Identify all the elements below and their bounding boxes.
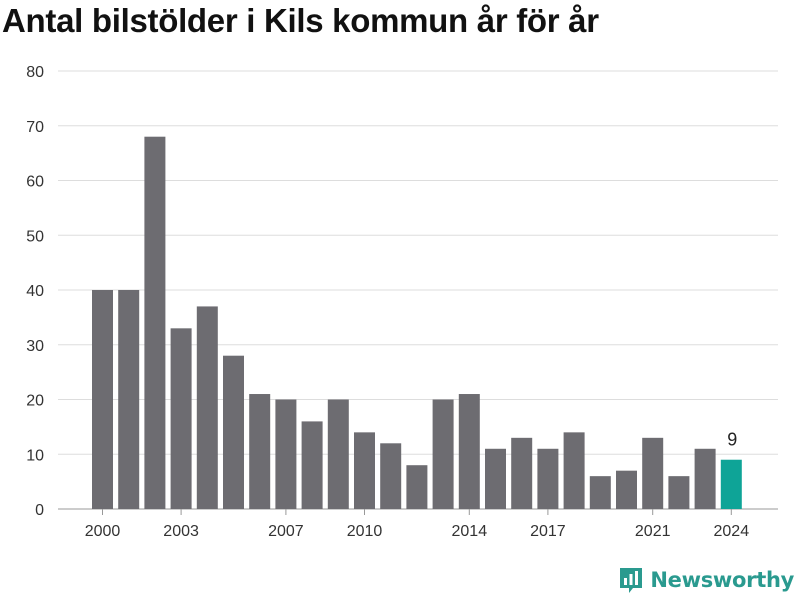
y-tick-label: 30 bbox=[26, 338, 44, 355]
y-axis-ticks: 0 10 20 30 40 50 60 70 80 bbox=[26, 64, 44, 519]
y-tick-label: 70 bbox=[26, 119, 44, 136]
bar-2023 bbox=[694, 448, 716, 509]
bar-2002 bbox=[144, 136, 166, 509]
bar-2021 bbox=[642, 437, 664, 509]
y-tick-label: 60 bbox=[26, 174, 44, 191]
x-tick-label: 2003 bbox=[163, 523, 199, 540]
x-tick-label: 2010 bbox=[347, 523, 383, 540]
y-tick-label: 0 bbox=[35, 502, 44, 519]
y-tick-label: 50 bbox=[26, 228, 44, 245]
data-labels: 9 bbox=[727, 430, 737, 450]
bar-2019 bbox=[589, 476, 611, 509]
newsworthy-brand: Newsworthy bbox=[618, 566, 794, 594]
y-tick-label: 20 bbox=[26, 393, 44, 410]
x-tick-label: 2000 bbox=[85, 523, 121, 540]
x-tick-label: 2007 bbox=[268, 523, 304, 540]
bar-2011 bbox=[380, 443, 402, 509]
data-label-2024: 9 bbox=[727, 430, 737, 450]
grid-lines bbox=[58, 70, 778, 510]
bar-2017 bbox=[537, 448, 559, 509]
bar-2020 bbox=[616, 470, 637, 509]
bar-2009 bbox=[327, 399, 349, 509]
x-tick-label: 2021 bbox=[635, 523, 671, 540]
bar-2000 bbox=[92, 290, 113, 509]
bar-2012 bbox=[406, 465, 428, 509]
x-tick-label: 2024 bbox=[714, 523, 750, 540]
bar-2006 bbox=[249, 394, 271, 509]
bar-2016 bbox=[511, 437, 533, 509]
y-tick-label: 40 bbox=[26, 283, 44, 300]
bar-2003 bbox=[170, 328, 192, 509]
bars bbox=[92, 136, 742, 509]
bar-2001 bbox=[118, 290, 140, 509]
chart-title: Antal bilstölder i Kils kommun år för år bbox=[2, 2, 599, 39]
bar-2015 bbox=[485, 448, 506, 509]
bar-2005 bbox=[223, 355, 244, 509]
x-tick-label: 2017 bbox=[530, 523, 566, 540]
x-axis-ticks: 2000 2003 2007 2010 2014 2017 2021 2024 bbox=[85, 509, 749, 540]
y-tick-label: 10 bbox=[26, 447, 44, 464]
x-tick-label: 2014 bbox=[452, 523, 488, 540]
bar-2018 bbox=[563, 432, 585, 509]
bar-2004 bbox=[196, 306, 218, 509]
bar-2010 bbox=[354, 432, 375, 509]
y-tick-label: 80 bbox=[26, 64, 44, 81]
bar-2022 bbox=[668, 476, 690, 509]
bar-2014 bbox=[458, 394, 480, 509]
bar-2024 bbox=[720, 459, 742, 509]
bar-2008 bbox=[301, 421, 323, 509]
bar-2007 bbox=[275, 399, 297, 509]
brand-name: Newsworthy bbox=[650, 568, 794, 592]
bar-2013 bbox=[432, 399, 454, 509]
bar-chart-logo-icon bbox=[620, 568, 643, 593]
